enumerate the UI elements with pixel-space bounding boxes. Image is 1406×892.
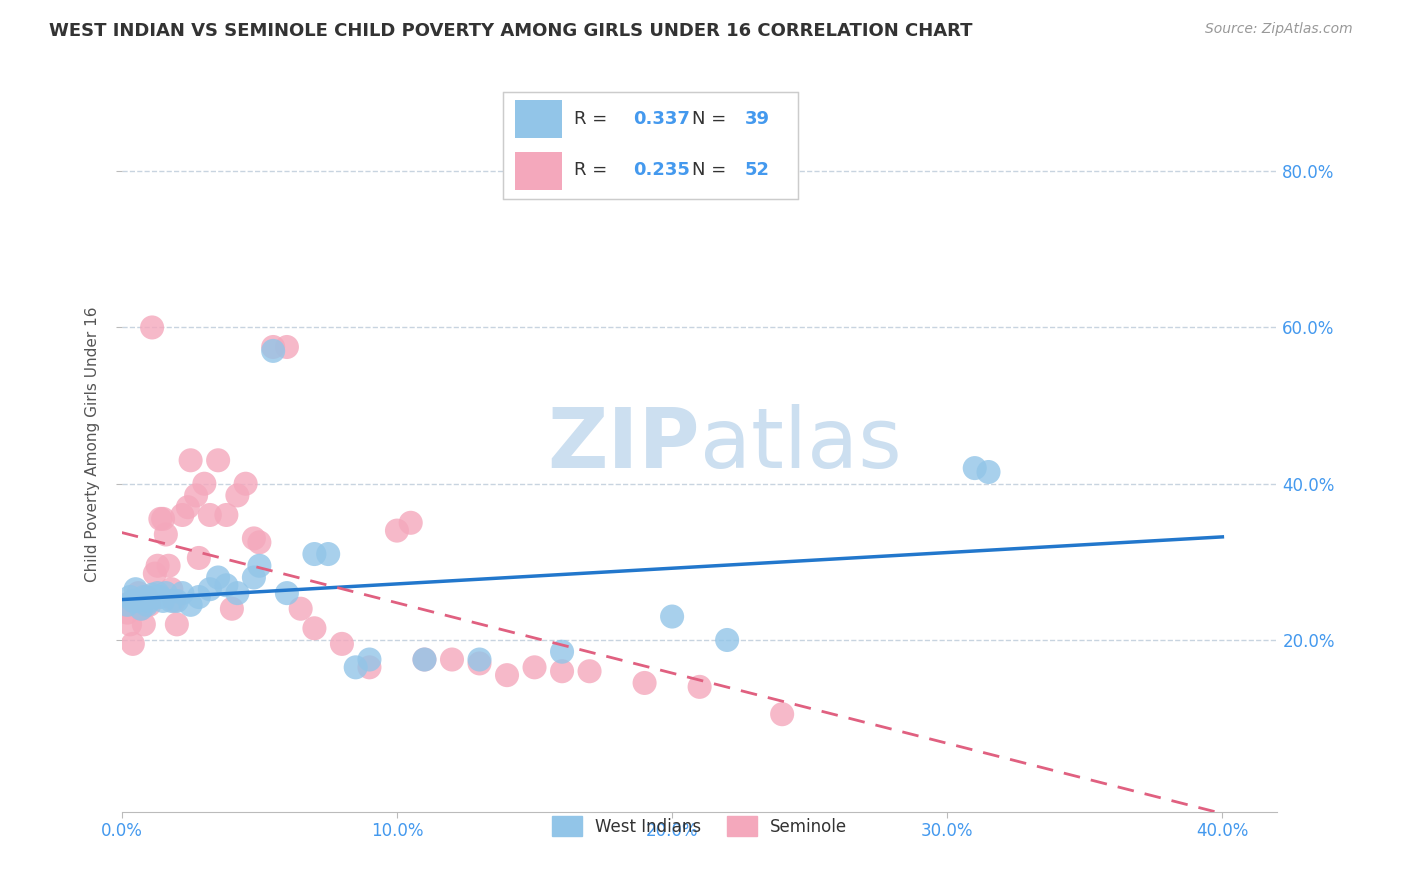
Point	[770, 707, 793, 722]
Point	[149, 512, 172, 526]
Point	[247, 558, 270, 573]
Point	[226, 488, 249, 502]
Point	[166, 594, 188, 608]
Point	[117, 598, 139, 612]
Point	[141, 320, 163, 334]
Text: Source: ZipAtlas.com: Source: ZipAtlas.com	[1205, 22, 1353, 37]
Point	[152, 512, 174, 526]
Point	[262, 340, 284, 354]
Point	[135, 590, 157, 604]
Point	[141, 588, 163, 602]
Point	[155, 586, 177, 600]
Point	[198, 582, 221, 597]
Point	[166, 617, 188, 632]
Point	[120, 590, 142, 604]
Point	[551, 665, 574, 679]
Point	[198, 508, 221, 522]
Point	[290, 601, 312, 615]
Point	[468, 652, 491, 666]
Point	[276, 586, 298, 600]
Point	[215, 578, 238, 592]
Point	[124, 582, 146, 597]
Point	[262, 343, 284, 358]
Text: ZIP: ZIP	[547, 404, 700, 485]
Point	[132, 617, 155, 632]
Point	[129, 601, 152, 615]
Point	[440, 652, 463, 666]
Point	[180, 598, 202, 612]
Point	[146, 586, 169, 600]
Point	[551, 645, 574, 659]
Point	[143, 566, 166, 581]
Point	[316, 547, 339, 561]
Point	[135, 598, 157, 612]
Point	[117, 606, 139, 620]
Point	[413, 652, 436, 666]
Point	[304, 547, 326, 561]
Point	[344, 660, 367, 674]
Y-axis label: Child Poverty Among Girls Under 16: Child Poverty Among Girls Under 16	[86, 307, 100, 582]
Point	[187, 551, 209, 566]
Point	[187, 590, 209, 604]
Point	[207, 453, 229, 467]
Point	[243, 532, 266, 546]
Point	[193, 476, 215, 491]
Point	[160, 594, 183, 608]
Point	[963, 461, 986, 475]
Point	[359, 660, 381, 674]
Point	[121, 594, 143, 608]
Point	[215, 508, 238, 522]
Point	[157, 558, 180, 573]
Point	[359, 652, 381, 666]
Point	[247, 535, 270, 549]
Point	[177, 500, 200, 515]
Point	[523, 660, 546, 674]
Point	[127, 594, 149, 608]
Point	[689, 680, 711, 694]
Legend: West Indians, Seminole: West Indians, Seminole	[544, 808, 855, 844]
Point	[114, 598, 136, 612]
Text: atlas: atlas	[700, 404, 901, 485]
Point	[716, 632, 738, 647]
Point	[468, 657, 491, 671]
Point	[127, 586, 149, 600]
Point	[124, 594, 146, 608]
Point	[385, 524, 408, 538]
Point	[330, 637, 353, 651]
Point	[413, 652, 436, 666]
Point	[146, 558, 169, 573]
Point	[399, 516, 422, 530]
Point	[163, 594, 186, 608]
Point	[129, 601, 152, 615]
Text: WEST INDIAN VS SEMINOLE CHILD POVERTY AMONG GIRLS UNDER 16 CORRELATION CHART: WEST INDIAN VS SEMINOLE CHILD POVERTY AM…	[49, 22, 973, 40]
Point	[121, 637, 143, 651]
Point	[172, 586, 194, 600]
Point	[496, 668, 519, 682]
Point	[184, 488, 207, 502]
Point	[132, 590, 155, 604]
Point	[172, 508, 194, 522]
Point	[138, 598, 160, 612]
Point	[207, 570, 229, 584]
Point	[143, 590, 166, 604]
Point	[160, 582, 183, 597]
Point	[180, 453, 202, 467]
Point	[661, 609, 683, 624]
Point	[243, 570, 266, 584]
Point	[152, 594, 174, 608]
Point	[276, 340, 298, 354]
Point	[149, 590, 172, 604]
Point	[138, 594, 160, 608]
Point	[633, 676, 655, 690]
Point	[226, 586, 249, 600]
Point	[235, 476, 257, 491]
Point	[578, 665, 600, 679]
Point	[304, 621, 326, 635]
Point	[221, 601, 243, 615]
Point	[155, 527, 177, 541]
Point	[977, 465, 1000, 479]
Point	[120, 617, 142, 632]
